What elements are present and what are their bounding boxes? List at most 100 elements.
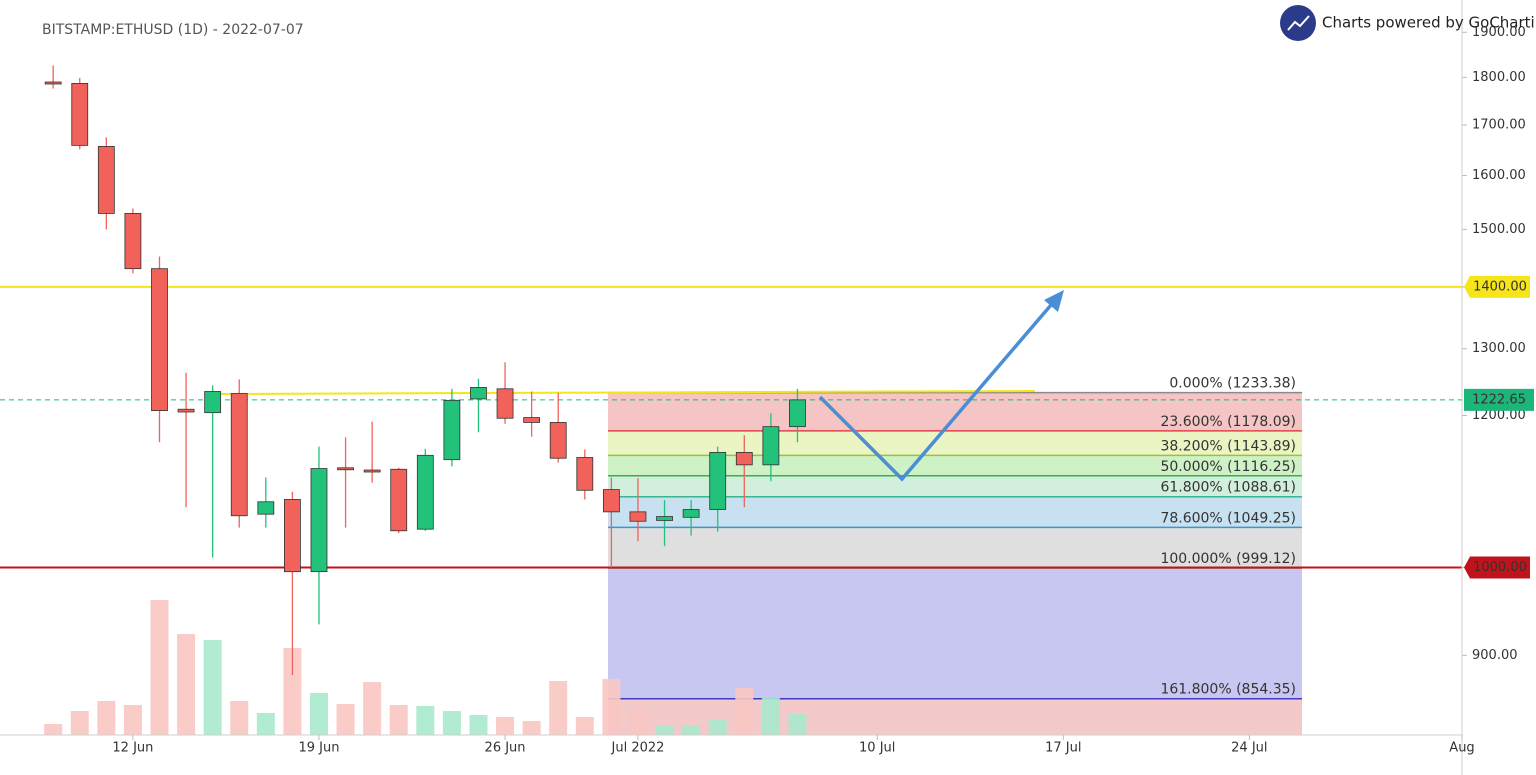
y-tick-label: 1200.00 bbox=[1472, 408, 1526, 423]
volume-bar bbox=[522, 721, 541, 735]
fibonacci: 0.000% (1233.38) 23.600% (1178.09) 38.200%… bbox=[608, 376, 1302, 735]
volume-bar bbox=[150, 600, 169, 735]
axes: 900.00 1000.00 1200.00 1300.00 1400.00 1500.0… bbox=[112, 25, 1534, 756]
fib-label: 23.600% (1178.09) bbox=[1160, 414, 1296, 430]
fib-label: 61.800% (1088.61) bbox=[1160, 480, 1296, 496]
volume-bar bbox=[575, 717, 594, 735]
branding-text: Charts powered by GoCharti bbox=[1322, 14, 1535, 32]
arrow-head bbox=[1044, 290, 1064, 312]
fib-zone bbox=[608, 475, 1302, 497]
candle-body bbox=[549, 422, 567, 459]
candle-body bbox=[709, 451, 727, 510]
volume-bar bbox=[628, 712, 647, 735]
volume-bar bbox=[389, 705, 408, 735]
volume-bar bbox=[655, 725, 674, 735]
volume-bar bbox=[363, 682, 382, 735]
volume-bar bbox=[682, 726, 701, 735]
candle-body bbox=[762, 426, 780, 466]
x-tick-label: 10 Jul bbox=[859, 741, 895, 756]
x-tick-label: 24 Jul bbox=[1231, 741, 1267, 756]
volume-bar bbox=[336, 704, 355, 735]
price-tag-label: 1400.00 bbox=[1473, 279, 1527, 294]
y-tick-label: 1500.00 bbox=[1472, 222, 1526, 237]
volume-bar bbox=[123, 705, 142, 735]
candle-body bbox=[789, 399, 806, 428]
x-tick-label: Jul 2022 bbox=[611, 741, 665, 756]
candle-body bbox=[363, 469, 381, 473]
volume-bar bbox=[97, 701, 116, 735]
trend-line bbox=[206, 390, 1036, 395]
volume-bar bbox=[442, 711, 461, 735]
x-tick-label: 17 Jul bbox=[1045, 741, 1081, 756]
candle-body bbox=[177, 408, 195, 413]
y-tick-label: 1800.00 bbox=[1472, 70, 1526, 85]
candle-body bbox=[310, 468, 328, 573]
volume-bar bbox=[309, 693, 328, 735]
candle-body bbox=[443, 399, 461, 461]
y-tick-label: 900.00 bbox=[1472, 648, 1518, 663]
y-tick-label: 1900.00 bbox=[1472, 25, 1526, 40]
price-tag bbox=[1464, 556, 1530, 579]
candle-body bbox=[576, 457, 594, 491]
x-tick-label: 26 Jun bbox=[485, 741, 526, 756]
y-tick-label: 1600.00 bbox=[1472, 168, 1526, 183]
y-tick-label: 1700.00 bbox=[1472, 118, 1526, 133]
fib-label: 161.800% (854.35) bbox=[1160, 682, 1296, 698]
candle-body bbox=[390, 468, 408, 532]
candles bbox=[44, 65, 806, 676]
candle-body bbox=[71, 83, 89, 146]
fib-label: 0.000% (1233.38) bbox=[1169, 376, 1296, 392]
candle-body bbox=[735, 451, 753, 466]
candle-body bbox=[629, 511, 647, 522]
x-tick-label: 19 Jun bbox=[298, 741, 339, 756]
fib-label: 100.000% (999.12) bbox=[1160, 551, 1296, 567]
y-tick-label: 1300.00 bbox=[1472, 341, 1526, 356]
candle-body bbox=[97, 145, 115, 214]
candle-body bbox=[204, 391, 222, 414]
candle-body bbox=[523, 417, 541, 423]
candle-body bbox=[682, 509, 700, 518]
fib-zone bbox=[608, 430, 1302, 456]
candle-body bbox=[230, 393, 248, 517]
volume-bar bbox=[788, 714, 807, 735]
candle-body bbox=[257, 501, 275, 515]
candle-body bbox=[470, 387, 487, 400]
volume-bar bbox=[70, 711, 89, 735]
fib-label: 78.600% (1049.25) bbox=[1160, 510, 1296, 526]
last-price-tag bbox=[1464, 388, 1534, 411]
fib-label: 50.000% (1116.25) bbox=[1160, 459, 1296, 475]
candle-body bbox=[496, 388, 514, 419]
price-tag-label: 1000.00 bbox=[1473, 560, 1527, 575]
chart-title: BITSTAMP:ETHUSD (1D) - 2022-07-07 bbox=[42, 22, 304, 38]
volume-bar bbox=[549, 681, 568, 735]
volume-bar bbox=[496, 717, 515, 735]
logo bbox=[1280, 5, 1316, 41]
candle-body bbox=[337, 467, 354, 471]
projection-arrow bbox=[818, 296, 1059, 482]
volume-bar bbox=[177, 634, 196, 735]
candle-body bbox=[44, 81, 62, 85]
volume-bar bbox=[416, 706, 435, 735]
fib-zone bbox=[608, 455, 1302, 476]
volume-bar bbox=[44, 724, 63, 735]
volume-bar bbox=[602, 679, 621, 735]
candle-body bbox=[656, 516, 673, 521]
candle-body bbox=[283, 499, 301, 573]
last-price-label: 1222.65 bbox=[1472, 392, 1526, 407]
candle-body bbox=[416, 454, 434, 530]
volume-bar bbox=[761, 698, 780, 735]
candle-body bbox=[124, 213, 142, 270]
volume-bar bbox=[735, 688, 754, 735]
fib-zone bbox=[608, 527, 1302, 569]
volume-bar bbox=[708, 720, 727, 735]
volume-bar bbox=[283, 648, 302, 735]
fib-label: 38.200% (1143.89) bbox=[1160, 438, 1296, 454]
volume bbox=[44, 600, 807, 735]
x-tick-label: 12 Jun bbox=[112, 741, 153, 756]
candle-body bbox=[151, 268, 168, 412]
branding: Charts powered by GoCharti bbox=[1280, 5, 1535, 41]
volume-bar bbox=[469, 715, 488, 735]
volume-bar bbox=[230, 701, 249, 735]
